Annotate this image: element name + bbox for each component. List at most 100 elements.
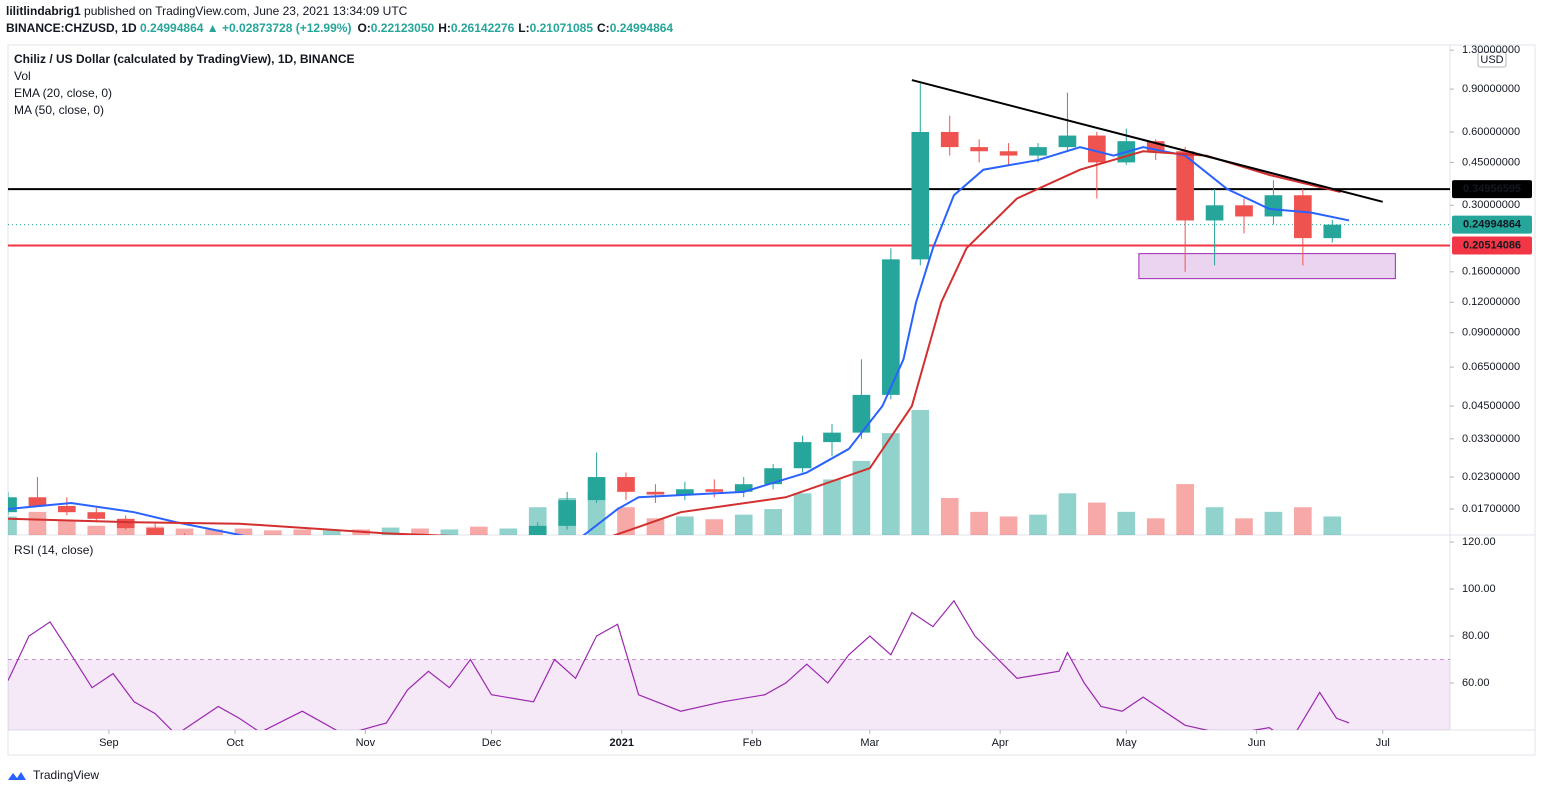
x-tick-label: Jun (1248, 737, 1266, 749)
y-tick-label: 0.12000000 (1462, 296, 1520, 308)
volume-bar (1323, 516, 1342, 535)
volume-bar (1117, 511, 1136, 535)
y-tick-label: 0.45000000 (1462, 156, 1520, 168)
candle-body (911, 131, 930, 260)
candle-body (793, 442, 812, 469)
volume-bar (1294, 507, 1312, 535)
volume-bar (823, 479, 841, 535)
ohlc-label: L: (518, 21, 529, 35)
volume-bar (381, 527, 400, 535)
rsi-band (8, 659, 1450, 730)
symbol: BINANCE:CHZUSD, 1D (6, 21, 137, 35)
price-pane (8, 79, 1450, 535)
candle-body (1205, 205, 1224, 221)
volume-bar (970, 511, 988, 535)
x-tick-label: Oct (226, 737, 243, 749)
candle-body (764, 468, 782, 485)
candle-body (28, 497, 47, 506)
y-tick-label: 0.03300000 (1462, 433, 1520, 445)
x-tick-label: Apr (992, 737, 1009, 749)
volume-bar (764, 509, 782, 535)
volume-bar (499, 528, 518, 535)
volume-bar (1264, 511, 1283, 535)
volume-bar (911, 410, 930, 535)
rsi-tick-label: 120.00 (1462, 536, 1496, 548)
ohlc-label: H: (438, 21, 451, 35)
y-tick-label: 0.90000000 (1462, 83, 1520, 95)
x-tick-label: Dec (482, 737, 502, 749)
candle-body (705, 489, 724, 492)
volume-bar (234, 528, 253, 535)
currency-box (1477, 51, 1507, 68)
candle-body (8, 497, 17, 513)
volume-bar (205, 529, 223, 535)
candle-body (528, 525, 547, 535)
publish-line: lilitlindabrig1 published on TradingView… (6, 4, 408, 18)
rsi-title: RSI (14, close) (14, 543, 93, 557)
volume-bar (999, 516, 1018, 535)
tv-logo: TradingView (8, 768, 99, 782)
volume-bar (28, 511, 47, 535)
ohlc-value: 0.21071085 (530, 21, 594, 35)
footer: TradingView (33, 768, 99, 782)
volume-legend: Vol (14, 69, 31, 83)
candle-body (734, 484, 753, 492)
price-label: 0.34956595 (1463, 183, 1521, 195)
y-tick-label: 1.30000000 (1462, 44, 1520, 56)
volume-bar (116, 527, 135, 535)
volume-bar (882, 433, 900, 535)
x-tick-label: 2021 (610, 737, 634, 749)
rsi-tick-label: 100.00 (1462, 583, 1496, 595)
volume-bar (1235, 518, 1253, 535)
volume-bar (1146, 518, 1165, 535)
volume-bar (1058, 493, 1077, 535)
candle-body (646, 491, 665, 495)
volume-bar (705, 519, 724, 535)
candle-body (1058, 135, 1077, 148)
candle-body (1029, 147, 1047, 156)
volume-bar (940, 497, 959, 535)
rsi-tick-label: 60.00 (1462, 677, 1490, 689)
candle-body (1176, 151, 1194, 221)
volume-bar (58, 521, 76, 535)
x-tick-label: Nov (356, 737, 376, 749)
author: lilitlindabrig1 (6, 4, 81, 18)
y-tick-label: 0.06500000 (1462, 361, 1520, 373)
volume-bar (8, 516, 17, 535)
volume-bar (793, 493, 812, 535)
ohlc-label: C: (597, 21, 610, 35)
volume-bar (1088, 502, 1106, 535)
candle-body (116, 518, 135, 529)
candle-body (146, 528, 164, 535)
candle-body (1264, 195, 1283, 217)
candle-body (1088, 135, 1106, 163)
last-price: 0.24994864 (140, 21, 204, 35)
logo-icon (8, 772, 26, 780)
y-tick-label: 0.02300000 (1462, 471, 1520, 483)
indicator-line (8, 150, 1341, 535)
chart-title: Chiliz / US Dollar (calculated by Tradin… (14, 52, 355, 66)
volume-bar (175, 528, 194, 535)
up-arrow: ▲ (207, 21, 219, 35)
candle-body (587, 477, 606, 501)
candle-body (1294, 195, 1312, 239)
trendline (911, 79, 1383, 203)
volume-bar (411, 528, 429, 535)
x-tick-label: Jul (1376, 737, 1390, 749)
candle-body (1235, 205, 1253, 217)
x-tick-label: Feb (743, 737, 762, 749)
price-label-bg (1452, 215, 1532, 234)
y-tick-label: 0.60000000 (1462, 126, 1520, 138)
candle-body (58, 505, 76, 513)
legend-entry: EMA (20, close, 0) (14, 86, 112, 100)
volume-bar (734, 514, 753, 535)
volume-bar (1176, 484, 1194, 535)
candle-body (940, 131, 959, 148)
y-tick-label: 0.16000000 (1462, 266, 1520, 278)
symbol-line: BINANCE:CHZUSD, 1D 0.24994864 ▲ +0.02873… (6, 21, 673, 35)
y-tick-label: 0.09000000 (1462, 327, 1520, 339)
candle-body (823, 432, 841, 443)
candle-body (882, 259, 900, 395)
volume-bar (852, 460, 871, 535)
